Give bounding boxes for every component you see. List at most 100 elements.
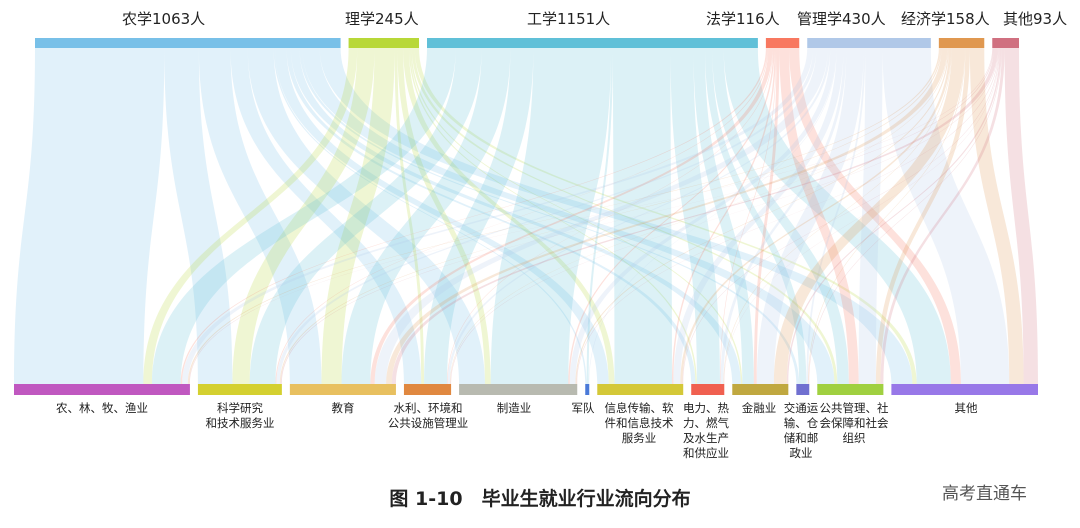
- flow-法学-6: [672, 48, 776, 384]
- flow-理学-8: [410, 48, 743, 384]
- target-label: 公共管理、社 会保障和社会 组织: [819, 401, 889, 445]
- flow-理学-1: [232, 48, 375, 384]
- flow-法学-0: [180, 48, 768, 384]
- flow-其他-3: [450, 48, 999, 384]
- flow-管理学-3: [447, 48, 831, 384]
- flow-农学-2: [198, 48, 322, 384]
- flow-农学-4: [247, 48, 485, 384]
- target-node-6: [597, 384, 684, 395]
- flow-其他-0: [189, 48, 993, 384]
- flow-管理学-11: [882, 48, 1010, 384]
- flow-理学-7: [408, 48, 697, 384]
- flow-工学-4: [490, 48, 611, 384]
- target-label: 其他: [954, 401, 978, 415]
- flow-农学-8: [290, 48, 741, 384]
- flow-管理学-1: [276, 48, 817, 384]
- flow-工学-7: [670, 48, 720, 384]
- target-node-10: [817, 384, 884, 395]
- flow-经济学-8: [773, 48, 965, 384]
- flow-经济学-9: [808, 48, 966, 384]
- source-node-1: [348, 38, 420, 48]
- flow-管理学-9: [806, 48, 866, 384]
- flow-其他-8: [786, 48, 1002, 384]
- flow-其他-1: [281, 48, 994, 384]
- flow-经济学-11: [969, 48, 1024, 384]
- target-node-8: [732, 384, 789, 395]
- flow-法学-11: [789, 48, 961, 384]
- flow-理学-3: [394, 48, 425, 384]
- flow-管理学-7: [720, 48, 847, 384]
- flow-法学-3: [447, 48, 774, 384]
- target-label: 科学研究 和技术服务业: [205, 401, 275, 430]
- flow-经济学-6: [680, 48, 952, 384]
- flow-工学-6: [613, 48, 673, 384]
- flow-其他-10: [880, 48, 1005, 384]
- source-label: 农学1063人: [122, 10, 206, 28]
- target-node-9: [796, 384, 810, 395]
- flow-其他-7: [723, 48, 1000, 384]
- source-label: 理学245人: [345, 10, 419, 28]
- target-node-7: [691, 384, 725, 395]
- flow-理学-2: [321, 48, 395, 384]
- target-label: 信息传输、软 件和信息技术 服务业: [604, 401, 674, 445]
- target-node-2: [289, 384, 396, 395]
- flow-农学-6: [275, 48, 609, 384]
- flow-管理学-6: [673, 48, 844, 384]
- flow-工学-5: [586, 48, 614, 384]
- figure-title: 图 1-10 毕业生就业行业流向分布: [389, 488, 691, 510]
- flow-工学-11: [723, 48, 951, 384]
- flow-管理学-2: [374, 48, 828, 384]
- flows-layer: [14, 48, 1038, 384]
- target-label: 金融业: [741, 401, 777, 415]
- target-node-4: [459, 384, 578, 395]
- target-node-11: [891, 384, 1038, 395]
- flow-工学-8: [693, 48, 754, 384]
- flow-经济学-4: [575, 48, 949, 384]
- flow-管理学-0: [182, 48, 813, 384]
- target-node-0: [14, 384, 190, 395]
- target-node-1: [197, 384, 282, 395]
- source-node-6: [992, 38, 1019, 48]
- flow-理学-10: [411, 48, 838, 384]
- flow-工学-9: [704, 48, 807, 384]
- source-node-0: [35, 38, 341, 48]
- target-node-3: [403, 384, 452, 395]
- target-label: 电力、热 力、燃气 及水生产 和供应业: [683, 401, 729, 460]
- source-label: 管理学430人: [797, 10, 886, 28]
- flow-工学-10: [712, 48, 849, 384]
- flow-农学-3: [230, 48, 422, 384]
- flow-法学-8: [753, 48, 780, 384]
- target-label: 交通运 输、仓 储和邮 政业: [783, 401, 819, 460]
- flow-其他-6: [682, 48, 1000, 384]
- flow-农学-10: [302, 48, 835, 384]
- target-label: 军队: [571, 401, 595, 415]
- target-label: 教育: [331, 401, 355, 415]
- flow-农学-9: [299, 48, 800, 384]
- flow-经济学-3: [449, 48, 948, 384]
- flow-理学-6: [403, 48, 615, 384]
- watermark: 高考直通车: [942, 484, 1027, 504]
- flow-经济学-7: [723, 48, 952, 384]
- flow-管理学-5: [588, 48, 837, 384]
- source-node-4: [807, 38, 931, 48]
- target-label: 水利、环境和 公共设施管理业: [387, 401, 469, 430]
- flow-农学-11: [319, 48, 913, 384]
- flow-法学-1: [275, 48, 769, 384]
- flow-经济学-1: [279, 48, 942, 384]
- target-node-5: [585, 384, 590, 395]
- flow-工学-1: [249, 48, 482, 384]
- flow-其他-9: [808, 48, 1002, 384]
- flow-农学-0: [14, 48, 165, 384]
- flow-农学-1: [164, 48, 233, 384]
- flow-经济学-0: [187, 48, 941, 384]
- source-label: 法学116人: [706, 10, 780, 28]
- flow-法学-10: [779, 48, 859, 384]
- flow-法学-4: [568, 48, 775, 384]
- flow-理学-11: [414, 48, 917, 384]
- source-node-3: [765, 38, 800, 48]
- flow-其他-4: [576, 48, 999, 384]
- flow-法学-2: [370, 48, 773, 384]
- flow-工学-2: [341, 48, 511, 384]
- flow-经济学-10: [875, 48, 970, 384]
- source-label: 其他93人: [1003, 10, 1068, 28]
